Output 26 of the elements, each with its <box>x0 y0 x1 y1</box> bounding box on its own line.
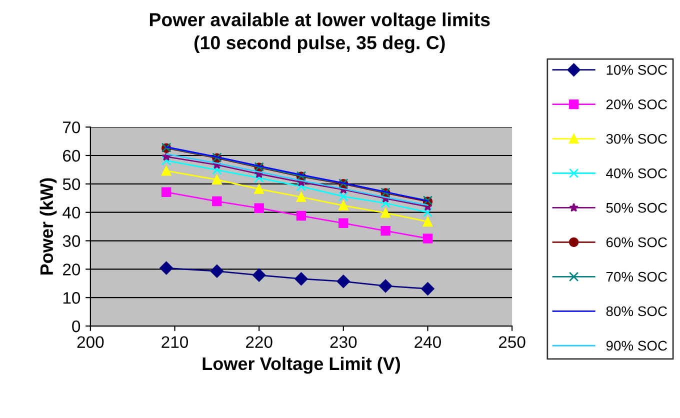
y-tick-label: 50 <box>62 178 80 190</box>
y-axis-title: Power (kW) <box>40 178 57 274</box>
y-tick-label: 70 <box>63 121 80 134</box>
y-tick-label: 20 <box>63 264 80 276</box>
legend-label: 20% SOC <box>606 99 667 110</box>
legend-label: 30% SOC <box>606 134 667 144</box>
x-tick-label: 210 <box>162 336 188 348</box>
x-axis-title: Lower Voltage Limit (V) <box>202 356 400 374</box>
y-tick-label: 30 <box>62 235 80 247</box>
legend-label: 50% SOC <box>606 202 667 213</box>
legend-label: 90% SOC <box>606 340 667 351</box>
chart-title: Power available at lower voltage limits (10 second pulse, 35 deg. C) <box>150 12 490 54</box>
legend-label: 80% SOC <box>606 306 667 316</box>
legend-label: 70% SOC <box>606 272 667 282</box>
y-tick-label: 10 <box>63 292 80 304</box>
y-tick-label: 60 <box>63 150 80 162</box>
x-tick-label: 200 <box>77 336 104 348</box>
x-tick-label: 230 <box>330 336 357 348</box>
y-tick-label: 40 <box>62 206 80 219</box>
legend-label: 40% SOC <box>606 168 667 178</box>
x-tick-label: 240 <box>414 336 441 348</box>
legend-label: 10% SOC <box>606 64 667 75</box>
x-tick-label: 220 <box>246 336 272 348</box>
x-tick-label: 250 <box>498 336 526 348</box>
legend-label: 60% SOC <box>606 237 667 248</box>
y-tick-label: 0 <box>72 320 80 332</box>
